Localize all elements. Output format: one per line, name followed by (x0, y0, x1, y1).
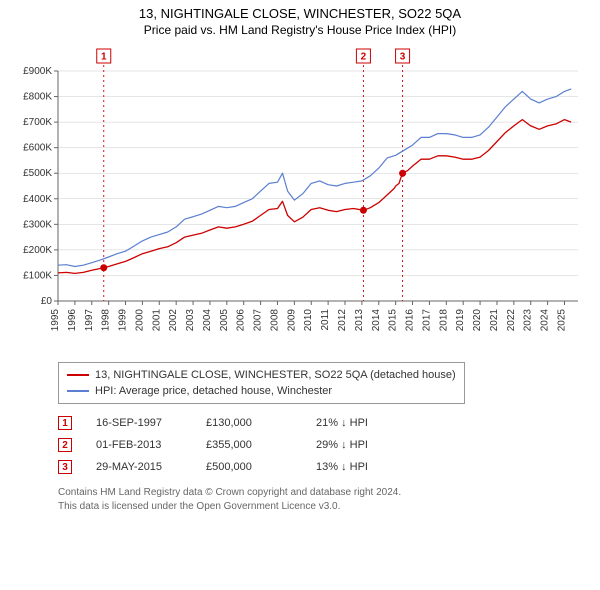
title-block: 13, NIGHTINGALE CLOSE, WINCHESTER, SO22 … (12, 6, 588, 37)
svg-text:2: 2 (361, 52, 367, 63)
svg-text:2021: 2021 (489, 309, 500, 332)
svg-text:£100K: £100K (23, 270, 52, 281)
svg-text:1999: 1999 (118, 309, 129, 332)
svg-text:2001: 2001 (151, 309, 162, 332)
svg-text:£700K: £700K (23, 117, 52, 128)
svg-text:1996: 1996 (67, 309, 78, 332)
footnote-line2: This data is licensed under the Open Gov… (58, 500, 588, 514)
footnote: Contains HM Land Registry data © Crown c… (58, 486, 588, 513)
svg-text:1998: 1998 (101, 309, 112, 332)
svg-text:2023: 2023 (523, 309, 534, 332)
svg-text:2025: 2025 (556, 309, 567, 332)
svg-text:2018: 2018 (438, 309, 449, 332)
subtitle: Price paid vs. HM Land Registry's House … (12, 23, 588, 37)
svg-text:£500K: £500K (23, 168, 52, 179)
svg-text:2014: 2014 (371, 309, 382, 332)
svg-text:2006: 2006 (236, 309, 247, 332)
svg-text:2010: 2010 (303, 309, 314, 332)
plot-area: £0 £100K £200K £300K £400K £500K £600K £700K £80… (12, 41, 588, 356)
address-title: 13, NIGHTINGALE CLOSE, WINCHESTER, SO22 … (12, 6, 588, 21)
sale-event-date: 16-SEP-1997 (96, 417, 206, 429)
sale-events-table: 1 16-SEP-1997£130,00021% ↓ HPI 2 01-FEB-201… (58, 412, 588, 478)
svg-text:2009: 2009 (286, 309, 297, 332)
sale-event-badge: 2 (58, 438, 72, 452)
legend-label: HPI: Average price, detached house, Winc… (95, 385, 332, 397)
svg-text:2024: 2024 (540, 309, 551, 332)
svg-text:£400K: £400K (23, 194, 52, 205)
sale-event-date: 01-FEB-2013 (96, 439, 206, 451)
legend-swatch (67, 390, 89, 392)
svg-text:2012: 2012 (337, 309, 348, 332)
svg-text:£200K: £200K (23, 245, 52, 256)
svg-text:2022: 2022 (506, 309, 517, 332)
svg-text:£300K: £300K (23, 219, 52, 230)
sale-event-diff: 13% ↓ HPI (316, 461, 446, 473)
legend-item: 13, NIGHTINGALE CLOSE, WINCHESTER, SO22 … (67, 367, 456, 383)
svg-text:2007: 2007 (253, 309, 264, 332)
svg-text:1997: 1997 (84, 309, 95, 332)
svg-text:£800K: £800K (23, 92, 52, 103)
sale-event-date: 29-MAY-2015 (96, 461, 206, 473)
sale-event-price: £355,000 (206, 439, 316, 451)
svg-text:2017: 2017 (421, 309, 432, 332)
legend-label: 13, NIGHTINGALE CLOSE, WINCHESTER, SO22 … (95, 369, 456, 381)
sale-event-price: £130,000 (206, 417, 316, 429)
footnote-line1: Contains HM Land Registry data © Crown c… (58, 486, 588, 500)
sale-event-badge: 3 (58, 460, 72, 474)
price-chart-svg: £0 £100K £200K £300K £400K £500K £600K £700K £80… (12, 41, 588, 351)
svg-text:2000: 2000 (134, 309, 145, 332)
sale-event-row: 2 01-FEB-2013£355,00029% ↓ HPI (58, 434, 588, 456)
legend-swatch (67, 374, 89, 376)
sale-event-badge: 1 (58, 416, 72, 430)
svg-text:3: 3 (400, 52, 406, 63)
svg-text:1: 1 (101, 52, 107, 63)
sale-event-price: £500,000 (206, 461, 316, 473)
svg-text:2015: 2015 (388, 309, 399, 332)
svg-text:£600K: £600K (23, 143, 52, 154)
legend-item: HPI: Average price, detached house, Winc… (67, 383, 456, 399)
chart-container: 13, NIGHTINGALE CLOSE, WINCHESTER, SO22 … (0, 0, 600, 513)
svg-text:2003: 2003 (185, 309, 196, 332)
svg-text:2008: 2008 (269, 309, 280, 332)
sale-event-diff: 29% ↓ HPI (316, 439, 446, 451)
svg-text:£900K: £900K (23, 66, 52, 77)
svg-text:2016: 2016 (405, 309, 416, 332)
svg-text:2011: 2011 (320, 309, 331, 331)
svg-text:2005: 2005 (219, 309, 230, 332)
sale-event-diff: 21% ↓ HPI (316, 417, 446, 429)
legend: 13, NIGHTINGALE CLOSE, WINCHESTER, SO22 … (58, 362, 465, 404)
svg-text:2013: 2013 (354, 309, 365, 332)
sale-event-row: 3 29-MAY-2015£500,00013% ↓ HPI (58, 456, 588, 478)
svg-text:£0: £0 (41, 296, 53, 307)
svg-text:2004: 2004 (202, 309, 213, 332)
svg-text:2002: 2002 (168, 309, 179, 332)
svg-text:2019: 2019 (455, 309, 466, 332)
svg-text:1995: 1995 (50, 309, 61, 332)
sale-event-row: 1 16-SEP-1997£130,00021% ↓ HPI (58, 412, 588, 434)
svg-text:2020: 2020 (472, 309, 483, 332)
